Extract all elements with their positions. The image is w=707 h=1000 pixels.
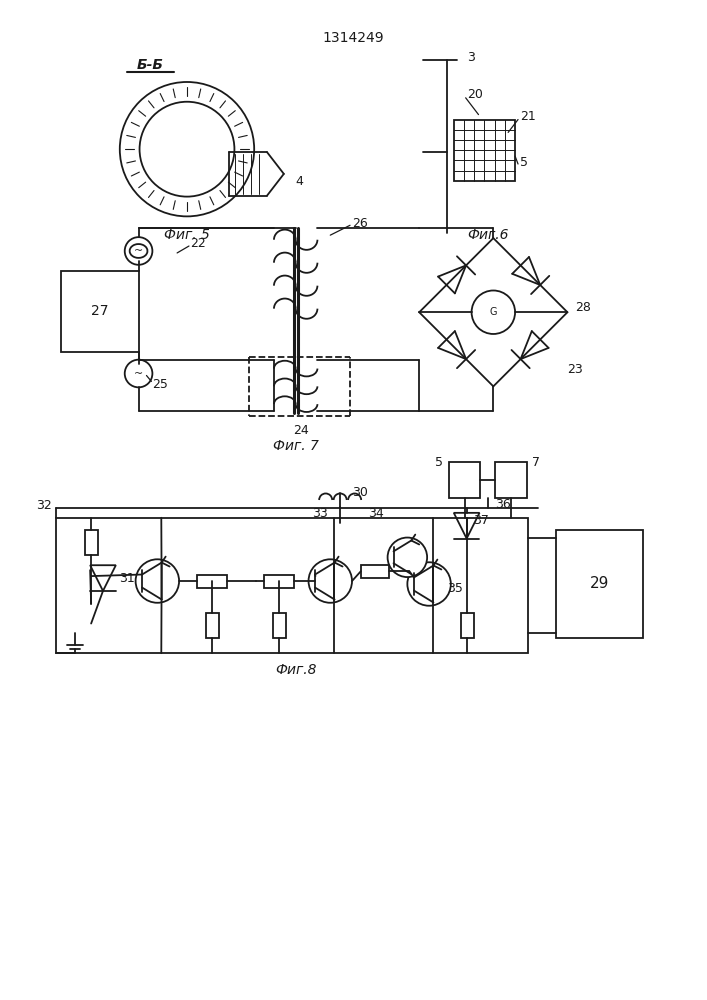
Bar [461, 613, 474, 638]
Bar [206, 613, 218, 638]
Text: Фиг. 5: Фиг. 5 [164, 228, 210, 242]
Text: 25: 25 [153, 378, 168, 391]
Text: 27: 27 [91, 304, 109, 318]
Text: ~: ~ [134, 246, 144, 256]
Text: ~: ~ [134, 369, 144, 379]
Text: 23: 23 [568, 363, 583, 376]
Circle shape [308, 559, 352, 603]
Circle shape [124, 237, 153, 265]
Text: 24: 24 [293, 424, 308, 437]
Bar [556, 530, 643, 638]
Text: Фиг.6: Фиг.6 [467, 228, 509, 242]
Text: 1314249: 1314249 [322, 31, 384, 45]
Text: Б-Б: Б-Б [137, 58, 164, 72]
Circle shape [124, 360, 153, 387]
Text: 37: 37 [472, 514, 489, 527]
Bar [496, 462, 527, 498]
Text: G: G [489, 307, 497, 317]
Text: 3: 3 [467, 51, 474, 64]
Text: 4: 4 [296, 175, 303, 188]
Circle shape [472, 290, 515, 334]
Text: 36: 36 [496, 498, 511, 511]
Text: 28: 28 [575, 301, 591, 314]
Bar [86, 530, 98, 555]
Bar [56, 518, 528, 653]
Text: 5: 5 [520, 156, 528, 169]
Bar [449, 462, 481, 498]
Bar [264, 575, 293, 588]
Text: 31: 31 [119, 572, 134, 585]
Circle shape [387, 538, 427, 577]
Bar [197, 575, 226, 588]
Text: 7: 7 [532, 456, 540, 469]
Bar [361, 565, 389, 578]
Text: 21: 21 [520, 110, 536, 123]
Text: 30: 30 [352, 486, 368, 499]
Circle shape [136, 559, 179, 603]
Text: Фиг. 7: Фиг. 7 [273, 439, 319, 453]
Text: 5: 5 [435, 456, 443, 469]
Bar [273, 613, 286, 638]
Text: 32: 32 [36, 499, 52, 512]
Text: 35: 35 [447, 582, 463, 595]
Text: 29: 29 [590, 576, 609, 591]
Text: Фиг.8: Фиг.8 [275, 663, 317, 677]
Circle shape [119, 82, 255, 216]
Circle shape [407, 562, 451, 606]
Text: 22: 22 [190, 237, 206, 250]
Bar [62, 271, 139, 352]
Bar [454, 120, 515, 181]
Text: 33: 33 [312, 507, 328, 520]
Text: 34: 34 [368, 507, 384, 520]
Circle shape [139, 102, 235, 197]
Text: 20: 20 [467, 88, 482, 101]
Text: 26: 26 [352, 217, 368, 230]
